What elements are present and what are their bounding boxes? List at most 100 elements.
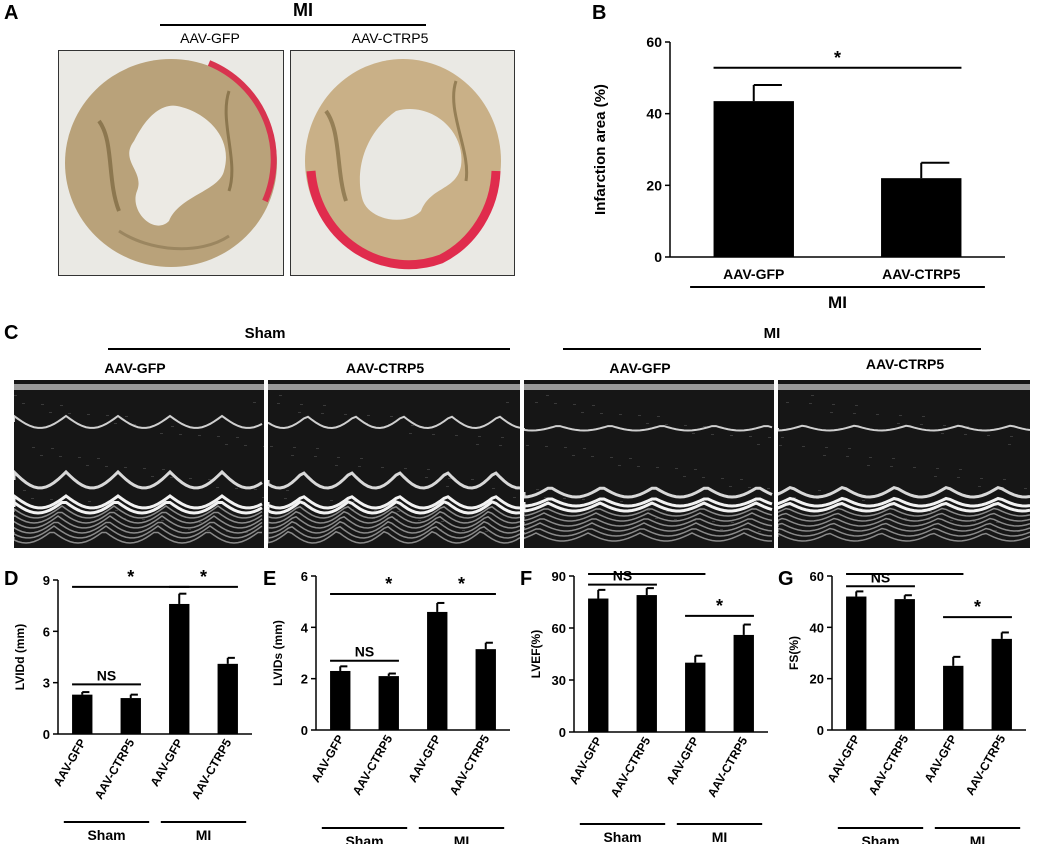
bar-0 <box>330 670 351 730</box>
echo-speckle <box>14 395 17 396</box>
echo-speckle <box>802 446 805 447</box>
group-label-0: MI <box>828 293 847 312</box>
bar-1 <box>120 698 141 734</box>
category-label-3: AAV-CTRP5 <box>705 734 751 799</box>
bar-2 <box>943 665 964 730</box>
echo-speckle <box>853 413 856 414</box>
echo-speckle <box>544 497 547 498</box>
echo-speckle <box>253 402 256 403</box>
echo-speckle <box>768 437 771 438</box>
echo-speckle <box>720 529 723 530</box>
echo-speckle <box>546 395 549 396</box>
echo-speckle <box>245 532 248 533</box>
echo-wall-band <box>14 515 263 529</box>
echo-speckle <box>702 477 705 478</box>
echo-speckle <box>499 445 502 446</box>
echo-wall-band <box>268 525 520 539</box>
echo-speckle <box>830 412 833 413</box>
echo-speckle <box>646 423 649 424</box>
echo-speckle <box>869 457 872 458</box>
echo-speckle <box>455 435 458 436</box>
echo-speckle <box>1024 488 1027 489</box>
echo-speckle <box>957 477 960 478</box>
echo-speckle <box>32 447 35 448</box>
echo-wall-band <box>268 510 520 524</box>
category-label-3: AAV-CTRP5 <box>447 732 493 797</box>
echo-speckle <box>693 520 696 521</box>
panel-c-mi-line <box>563 348 981 350</box>
echo-speckle <box>573 404 576 405</box>
panel-label-b: B <box>592 2 607 24</box>
echo-speckle <box>823 455 826 456</box>
echo-speckle <box>712 521 715 522</box>
echo-speckle <box>629 458 632 459</box>
category-label-3: AAV-CTRP5 <box>189 736 235 801</box>
echo-wall-band <box>778 496 1030 508</box>
echo-speckle <box>236 437 239 438</box>
echo-speckle <box>478 436 481 437</box>
echo-speckle <box>994 530 997 531</box>
panel-label-f: F <box>520 568 533 590</box>
echo-speckle <box>786 402 789 403</box>
bar-0 <box>588 598 609 732</box>
echo-speckle <box>217 436 220 437</box>
echo-speckle <box>655 518 658 519</box>
echo-speckle <box>832 404 835 405</box>
echo-speckle <box>793 497 796 498</box>
echo-wall-band <box>778 522 1030 532</box>
echo-wall-band <box>524 532 772 542</box>
echo-speckle <box>913 467 916 468</box>
echo-speckle <box>996 522 999 523</box>
echo-speckle <box>353 501 356 502</box>
panel-a-group-line <box>160 24 426 26</box>
echo-speckle <box>162 469 165 470</box>
significance-label-2: * <box>716 596 723 616</box>
significance-label-2: * <box>200 567 207 587</box>
echo-speckle <box>536 489 539 490</box>
bar-0 <box>72 694 93 734</box>
echo-speckle <box>441 521 444 522</box>
echo-speckle <box>581 412 584 413</box>
echo-speckle <box>337 457 340 458</box>
echo-septum-line <box>778 424 1030 432</box>
echo-speckle <box>619 414 622 415</box>
echo-speckle <box>330 500 333 501</box>
echo-speckle <box>96 509 99 510</box>
category-label-2: AAV-GFP <box>147 737 185 789</box>
echo-speckle <box>51 448 54 449</box>
panel-label-e: E <box>263 568 277 590</box>
echo-speckle <box>427 469 430 470</box>
echo-speckle <box>1003 479 1006 480</box>
echo-wall-band <box>14 500 263 515</box>
y-tick-label: 40 <box>810 620 824 635</box>
echo-speckle <box>381 467 384 468</box>
echo-speckle <box>582 499 585 500</box>
echo-top-wall <box>778 384 1030 390</box>
echo-posterior-wall-line <box>524 486 773 499</box>
significance-label-0: NS <box>97 667 116 683</box>
echo-wall-band <box>778 507 1030 517</box>
echo-speckle <box>133 424 136 425</box>
echo-speckle <box>920 424 923 425</box>
echo-speckle <box>591 456 594 457</box>
group-label-1: MI <box>970 833 986 844</box>
echo-wall-band <box>268 520 520 534</box>
category-label-2: AAV-GFP <box>405 733 443 785</box>
bar-2 <box>427 611 448 730</box>
bar-0 <box>846 596 867 730</box>
echo-speckle <box>60 405 63 406</box>
panel-a-left-label: AAV-GFP <box>180 30 240 46</box>
echo-speckle <box>506 402 509 403</box>
echo-background <box>778 380 1030 548</box>
echo-speckle <box>501 437 504 438</box>
significance-label-1: * <box>643 566 650 574</box>
chart-b: 0 20 40 60 Infarction area (%) AAV-GFP AAV-CTR… <box>592 34 1005 312</box>
echo-speckle <box>729 486 732 487</box>
echo-wall-band <box>524 522 773 532</box>
echo-speckle <box>277 403 280 404</box>
echo-speckle <box>825 447 828 448</box>
echo-wall-band <box>778 527 1030 537</box>
category-label-2: AAV-GFP <box>921 733 959 785</box>
echo-speckle <box>876 414 879 415</box>
echo-speckle <box>476 444 479 445</box>
